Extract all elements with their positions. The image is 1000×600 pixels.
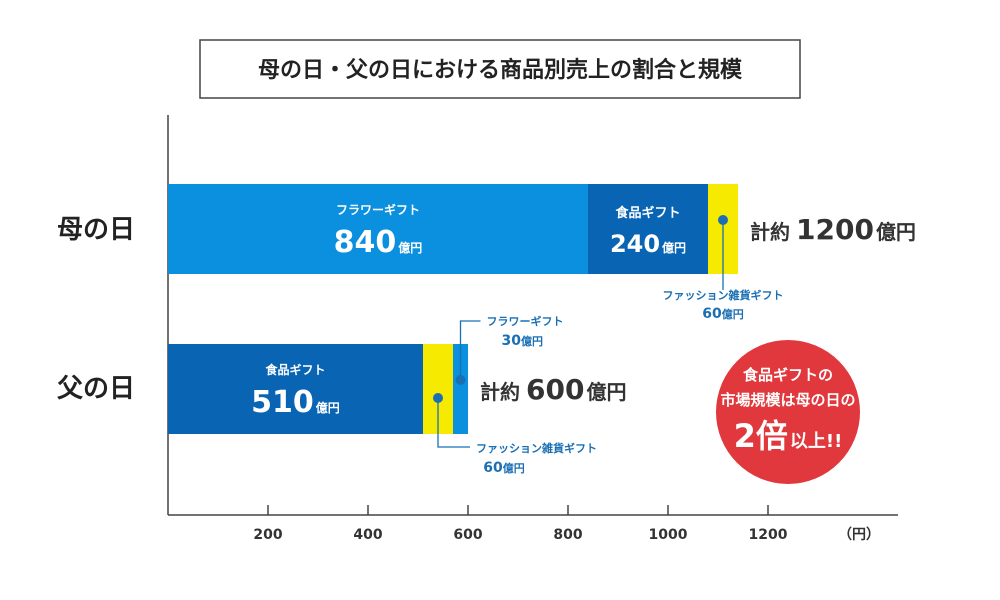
annotation-line2: 市場規模は母の日の [720, 391, 855, 409]
segment-name-label: 食品ギフト [615, 205, 680, 221]
bar-segment-fathers-day [453, 344, 468, 434]
annotation-circle [716, 340, 860, 484]
segment-value: 840 [334, 225, 397, 260]
bar-segment-mothers-day [168, 184, 588, 274]
row-label-mothers-day: 母の日 [57, 215, 135, 245]
x-tick-label: 800 [553, 527, 582, 543]
callout-name-label: ファッション雑貨ギフト [663, 288, 784, 302]
segment-unit: 億円 [398, 240, 422, 255]
annotation-suffix: 以上!! [790, 431, 842, 452]
callout-value-label: 30億円 [502, 333, 543, 349]
total-value: 600 [526, 373, 584, 406]
bar-segment-mothers-day [588, 184, 708, 274]
total-prefix: 計約 [750, 220, 790, 244]
total-label-fathers-day: 計約 600 億円 [480, 373, 626, 406]
chart-title: 母の日・父の日における商品別売上の割合と規模 [258, 57, 743, 83]
callout-line [437, 398, 470, 448]
callout-unit: 億円 [521, 334, 543, 348]
callout-name-label: フラワーギフト [487, 314, 564, 328]
annotation-badge: 食品ギフトの 市場規模は母の日の 2倍 以上!! [716, 340, 860, 484]
segment-value-label: 840 億円 [334, 225, 423, 260]
title-box [199, 39, 801, 99]
callout-name-label: ファッション雑貨ギフト [476, 441, 597, 455]
segment-unit: 億円 [662, 240, 686, 255]
callout-value-label: 60億円 [483, 460, 524, 476]
annotation-big: 2倍 [734, 417, 788, 455]
x-tick-label: 1200 [749, 527, 788, 543]
annotation-line1: 食品ギフトの [743, 366, 833, 384]
total-unit: 億円 [876, 220, 916, 244]
segment-value-label: 240 億円 [610, 230, 686, 258]
segment-name-label: フラワーギフト [336, 202, 420, 217]
total-prefix: 計約 [480, 380, 520, 404]
annotation-emphasis: 2倍 以上!! [734, 417, 843, 455]
segment-value: 510 [251, 385, 314, 420]
x-tick-label: 400 [353, 527, 382, 543]
callout-value-label: 60億円 [702, 306, 743, 322]
x-ticks: 200 400 600 800 1000 1200 [253, 505, 788, 543]
callout-value: 30 [502, 333, 522, 349]
callout-unit: 億円 [722, 307, 744, 321]
callout-line [459, 320, 481, 380]
total-unit: 億円 [586, 380, 626, 404]
callout-value: 60 [483, 460, 503, 476]
segment-value: 240 [610, 230, 660, 258]
total-value: 1200 [796, 213, 874, 246]
row-label-fathers-day: 父の日 [57, 374, 135, 404]
x-unit-label: （円） [838, 527, 880, 543]
total-label-mothers-day: 計約 1200 億円 [750, 213, 916, 246]
segment-unit: 億円 [316, 400, 340, 415]
callout-unit: 億円 [503, 461, 525, 475]
segment-value-label: 510 億円 [251, 385, 340, 420]
x-tick-label: 600 [453, 527, 482, 543]
bar-segment-fathers-day [168, 344, 423, 434]
x-tick-label: 1000 [649, 527, 688, 543]
callout-value: 60 [702, 306, 722, 322]
segment-name-label: 食品ギフト [264, 362, 325, 377]
x-tick-label: 200 [253, 527, 282, 543]
